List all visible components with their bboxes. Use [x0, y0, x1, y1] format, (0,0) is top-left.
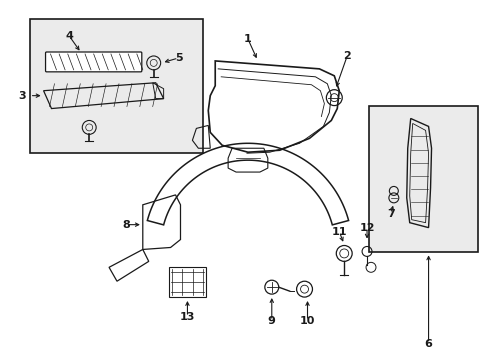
Text: 12: 12: [359, 222, 374, 233]
Text: 8: 8: [122, 220, 129, 230]
FancyBboxPatch shape: [45, 52, 142, 72]
Text: 5: 5: [174, 53, 182, 63]
Text: 13: 13: [180, 312, 195, 322]
Bar: [30, 19, 203, 153]
Text: 7: 7: [386, 209, 394, 219]
Text: 10: 10: [299, 316, 315, 326]
Text: 2: 2: [343, 51, 350, 61]
Bar: [368, 105, 477, 252]
Text: 1: 1: [244, 34, 251, 44]
Text: 6: 6: [424, 339, 431, 349]
Text: 4: 4: [65, 31, 73, 41]
Text: 9: 9: [267, 316, 275, 326]
Bar: [168, 267, 206, 297]
Text: 3: 3: [18, 91, 25, 101]
Text: 11: 11: [331, 226, 346, 237]
